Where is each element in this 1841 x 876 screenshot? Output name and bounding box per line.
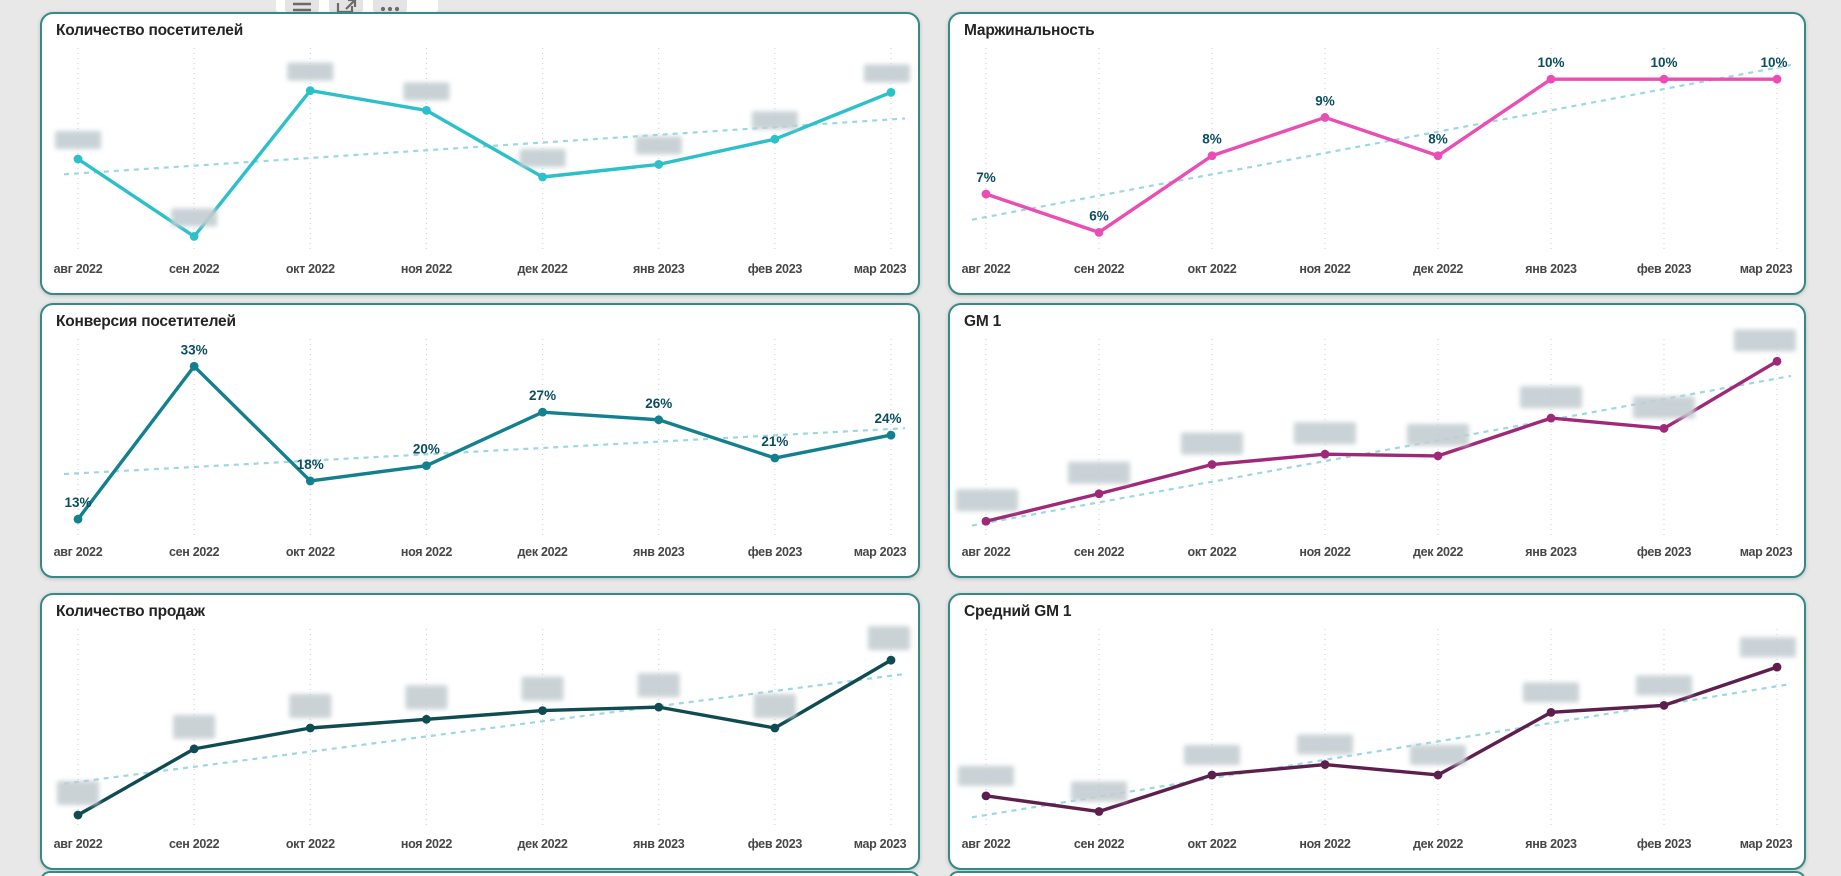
svg-text:авг 2022: авг 2022 xyxy=(54,262,103,276)
svg-text:авг 2022: авг 2022 xyxy=(962,545,1011,559)
more-options-icon-glyph xyxy=(380,6,400,12)
svg-text:27%: 27% xyxy=(529,388,556,403)
chart-card-visitors-count: Количество посетителей авг 2022 сен 2022 о… xyxy=(40,12,920,295)
chart-title: Количество посетителей xyxy=(56,22,244,39)
svg-text:24%: 24% xyxy=(874,411,901,426)
svg-text:ноя 2022: ноя 2022 xyxy=(401,545,453,559)
svg-text:21%: 21% xyxy=(761,434,788,449)
svg-text:янв 2023: янв 2023 xyxy=(1525,837,1577,851)
filter-lines-icon[interactable] xyxy=(285,0,319,13)
svg-text:ноя 2022: ноя 2022 xyxy=(1299,262,1351,276)
chart-title: Конверсия посетителей xyxy=(56,313,236,330)
next-row-card-edge-right xyxy=(948,871,1806,876)
svg-text:фев 2023: фев 2023 xyxy=(748,837,803,851)
svg-text:дек 2022: дек 2022 xyxy=(1413,262,1463,276)
svg-text:13%: 13% xyxy=(64,495,91,510)
svg-text:10%: 10% xyxy=(1650,55,1677,70)
svg-text:окт 2022: окт 2022 xyxy=(286,262,335,276)
svg-text:окт 2022: окт 2022 xyxy=(1188,545,1237,559)
svg-text:окт 2022: окт 2022 xyxy=(1188,837,1237,851)
svg-text:9%: 9% xyxy=(1315,93,1335,108)
more-options-icon[interactable] xyxy=(373,0,407,13)
svg-text:окт 2022: окт 2022 xyxy=(286,837,335,851)
svg-text:янв 2023: янв 2023 xyxy=(1525,262,1577,276)
svg-text:дек 2022: дек 2022 xyxy=(518,837,568,851)
svg-text:окт 2022: окт 2022 xyxy=(1188,262,1237,276)
svg-text:сен 2022: сен 2022 xyxy=(169,545,220,559)
chart-card-gm1: GM 1 авг 2022 сен 2022 окт 2022 ноя 2022 дек… xyxy=(948,303,1806,578)
svg-text:авг 2022: авг 2022 xyxy=(54,837,103,851)
svg-text:ноя 2022: ноя 2022 xyxy=(1299,545,1351,559)
svg-text:фев 2023: фев 2023 xyxy=(1637,262,1692,276)
line-chart-marginality[interactable]: 7% 6% 8% 9% 8% 10% 10% 10% авг 2022 сен 2022 окт 2… xyxy=(950,14,1804,293)
svg-text:ноя 2022: ноя 2022 xyxy=(401,262,453,276)
chart-card-marginality: Маржинальность 7% 6% 8% 9% 8% 10% 10% 10% авг 20… xyxy=(948,12,1806,295)
svg-text:фев 2023: фев 2023 xyxy=(748,262,803,276)
svg-text:дек 2022: дек 2022 xyxy=(1413,837,1463,851)
svg-text:фев 2023: фев 2023 xyxy=(748,545,803,559)
filter-lines-icon-glyph xyxy=(293,2,311,12)
svg-text:10%: 10% xyxy=(1760,55,1787,70)
chart-title: GM 1 xyxy=(964,313,1002,330)
chart-card-avg-gm1: Средний GM 1 авг 2022 сен 2022 окт 2022 ноя… xyxy=(948,593,1806,870)
chart-title: Количество продаж xyxy=(56,603,205,620)
svg-text:мар 2023: мар 2023 xyxy=(1740,837,1793,851)
svg-text:26%: 26% xyxy=(645,396,672,411)
svg-text:фев 2023: фев 2023 xyxy=(1637,545,1692,559)
svg-text:мар 2023: мар 2023 xyxy=(1740,262,1793,276)
svg-text:дек 2022: дек 2022 xyxy=(518,545,568,559)
svg-text:авг 2022: авг 2022 xyxy=(54,545,103,559)
chart-card-visitor-conversion: Конверсия посетителей 13% 33% 18% 20% 27% 26%… xyxy=(40,303,920,578)
next-row-card-edge-left xyxy=(40,871,920,876)
chart-title: Маржинальность xyxy=(964,22,1095,39)
svg-text:сен 2022: сен 2022 xyxy=(169,837,220,851)
svg-text:мар 2023: мар 2023 xyxy=(854,262,907,276)
svg-text:янв 2023: янв 2023 xyxy=(633,262,685,276)
svg-text:сен 2022: сен 2022 xyxy=(1074,262,1125,276)
svg-text:сен 2022: сен 2022 xyxy=(1074,545,1125,559)
svg-text:8%: 8% xyxy=(1428,132,1448,147)
svg-text:янв 2023: янв 2023 xyxy=(633,837,685,851)
svg-text:авг 2022: авг 2022 xyxy=(962,262,1011,276)
svg-text:18%: 18% xyxy=(297,457,324,472)
svg-text:янв 2023: янв 2023 xyxy=(633,545,685,559)
svg-text:7%: 7% xyxy=(976,170,996,185)
svg-text:янв 2023: янв 2023 xyxy=(1525,545,1577,559)
line-chart-avg-gm1[interactable]: авг 2022 сен 2022 окт 2022 ноя 2022 дек 2022… xyxy=(950,595,1804,868)
line-chart-gm1[interactable]: авг 2022 сен 2022 окт 2022 ноя 2022 дек 2022… xyxy=(950,305,1804,576)
svg-text:ноя 2022: ноя 2022 xyxy=(401,837,453,851)
svg-text:сен 2022: сен 2022 xyxy=(1074,837,1125,851)
svg-text:мар 2023: мар 2023 xyxy=(1740,545,1793,559)
svg-text:мар 2023: мар 2023 xyxy=(854,545,907,559)
svg-text:33%: 33% xyxy=(181,342,208,357)
visual-header-toolbar xyxy=(276,0,438,14)
svg-text:6%: 6% xyxy=(1089,208,1109,223)
svg-text:окт 2022: окт 2022 xyxy=(286,545,335,559)
svg-text:10%: 10% xyxy=(1537,55,1564,70)
svg-text:20%: 20% xyxy=(413,442,440,457)
svg-text:мар 2023: мар 2023 xyxy=(854,837,907,851)
svg-text:8%: 8% xyxy=(1202,132,1222,147)
line-chart-visitors-count[interactable]: авг 2022 сен 2022 окт 2022 ноя 2022 дек 2022… xyxy=(42,14,918,293)
svg-text:сен 2022: сен 2022 xyxy=(169,262,220,276)
svg-text:авг 2022: авг 2022 xyxy=(962,837,1011,851)
svg-text:фев 2023: фев 2023 xyxy=(1637,837,1692,851)
svg-text:дек 2022: дек 2022 xyxy=(1413,545,1463,559)
line-chart-sales-count[interactable]: авг 2022 сен 2022 окт 2022 ноя 2022 дек 2022… xyxy=(42,595,918,868)
chart-card-sales-count: Количество продаж авг 2022 сен 2022 окт 20… xyxy=(40,593,920,870)
popout-icon[interactable] xyxy=(329,0,363,13)
svg-text:ноя 2022: ноя 2022 xyxy=(1299,837,1351,851)
chart-title: Средний GM 1 xyxy=(964,603,1072,620)
line-chart-visitor-conversion[interactable]: 13% 33% 18% 20% 27% 26% 21% 24% авг 2022 сен 2022… xyxy=(42,305,918,576)
svg-text:дек 2022: дек 2022 xyxy=(518,262,568,276)
